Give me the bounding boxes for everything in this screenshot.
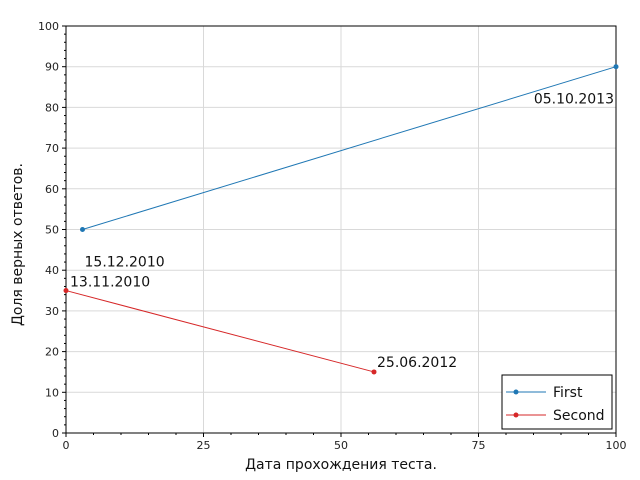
y-tick-label: 0 [52,427,59,440]
y-tick-label: 20 [45,346,59,359]
point-labels: 15.12.2010 05.10.2013 13.11.2010 25.06.2012 [70,92,614,371]
data-label: 05.10.2013 [534,92,614,108]
y-axis-title: Доля верных ответов. [10,163,26,326]
y-tick-label: 80 [45,101,59,114]
data-point [371,369,377,375]
series [63,64,619,375]
data-label: 25.06.2012 [377,355,457,371]
grid [66,26,616,433]
y-tick-label: 70 [45,142,59,155]
x-tick-label: 50 [334,439,348,452]
y-tick-label: 60 [45,183,59,196]
x-axis-title: Дата прохождения теста. [245,457,437,473]
legend-swatch-marker [513,412,519,418]
legend-box [501,374,613,430]
x-axis-ticks: 0 25 50 75 100 [63,433,627,452]
y-tick-label: 90 [45,61,59,74]
data-label: 15.12.2010 [85,255,165,271]
series-line [65,290,375,373]
legend-label: First [553,385,583,401]
y-tick-label: 50 [45,224,59,237]
x-tick-label: 25 [197,439,211,452]
x-tick-label: 0 [63,439,70,452]
legend: First Second [501,374,613,430]
y-tick-label: 10 [45,386,59,399]
data-point [613,64,619,70]
data-point [80,227,85,232]
x-tick-label: 100 [606,439,627,452]
y-tick-label: 40 [45,264,59,277]
y-tick-label: 30 [45,305,59,318]
data-label: 13.11.2010 [70,275,150,291]
data-point [63,288,69,294]
y-axis-ticks: 0 10 20 30 40 50 60 70 80 90 100 [38,20,66,440]
y-tick-label: 100 [38,20,59,33]
series-line [82,66,617,230]
legend-swatch-marker [513,389,519,395]
legend-entries: First Second [506,385,605,424]
x-tick-label: 75 [472,439,486,452]
legend-label: Second [553,408,605,424]
